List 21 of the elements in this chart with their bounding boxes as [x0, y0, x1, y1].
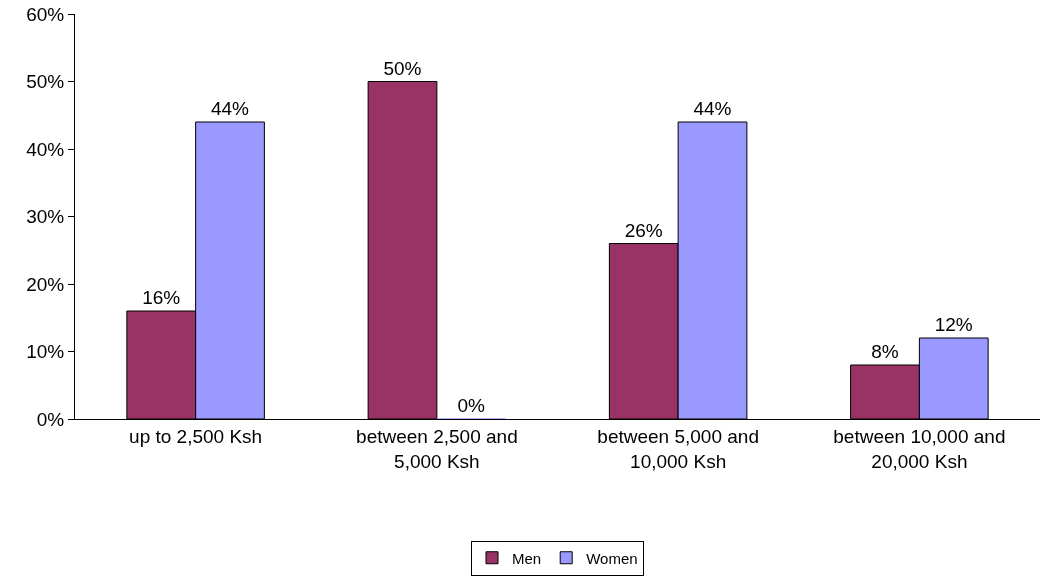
y-tick-label: 20%	[26, 273, 65, 295]
data-label: 0%	[457, 395, 486, 416]
y-tick-label: 50%	[26, 71, 65, 93]
y-tick-label: 30%	[26, 206, 65, 228]
data-label: 44%	[693, 98, 732, 119]
data-label: 26%	[624, 219, 663, 241]
legend-label: Women	[586, 549, 638, 567]
y-tick-label: 40%	[26, 138, 65, 160]
legend-label: Men	[512, 549, 542, 567]
y-tick-label: 60%	[26, 3, 65, 25]
x-tick-label: between 5,000 and 10,000 Ksh	[597, 425, 759, 472]
data-label: 12%	[934, 314, 973, 335]
data-label: 44%	[210, 98, 250, 119]
x-tick-label: between 2,500 and 5,000 Ksh	[356, 425, 518, 472]
data-label: 50%	[383, 57, 422, 79]
data-label: 16%	[142, 287, 181, 308]
data-label: 8%	[871, 341, 899, 362]
y-tick-label: 10%	[26, 341, 65, 363]
y-tick-label: 0%	[36, 408, 65, 430]
x-tick-label: up to 2,500 Ksh	[129, 425, 263, 447]
x-tick-label: between 10,000 and 20,000 Ksh	[833, 425, 1006, 472]
